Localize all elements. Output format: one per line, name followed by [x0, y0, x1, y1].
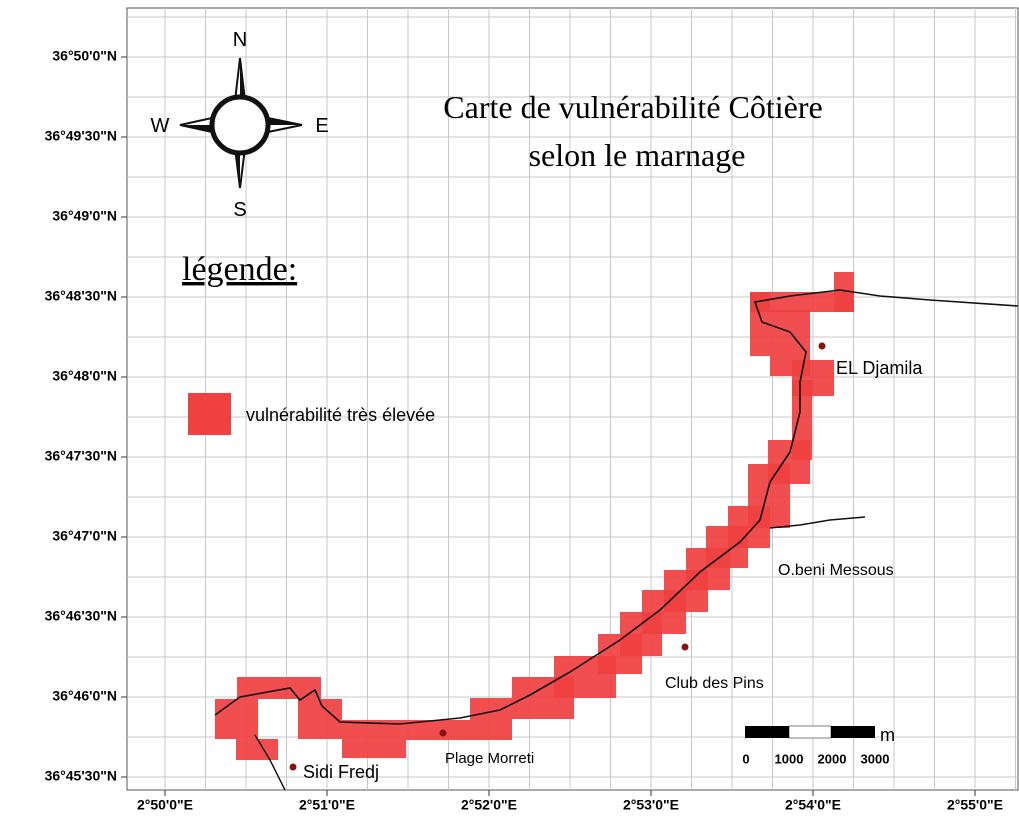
lon-tick-label: 2°54'0"E [785, 797, 841, 813]
lon-tick-label: 2°53'0"E [623, 797, 679, 813]
vulnerability-cell [236, 739, 278, 760]
place-dot [439, 729, 447, 737]
legend-swatch [188, 393, 231, 435]
lat-tick-label: 36°47'30"N [45, 448, 117, 464]
place-label: EL Djamila [836, 358, 923, 378]
place-dot [681, 643, 689, 651]
vulnerability-cell [770, 310, 810, 376]
scale-label: 0 [742, 751, 749, 766]
vulnerability-cell [792, 380, 812, 460]
vulnerability-cell [750, 292, 854, 312]
place-label: Club des Pins [665, 675, 764, 692]
scale-unit: m [880, 725, 895, 745]
vulnerability-cell [342, 720, 406, 758]
compass-label: W [151, 115, 170, 137]
lon-tick-label: 2°51'0"E [299, 797, 355, 813]
place-dot [818, 342, 826, 350]
lon-tick-label: 2°50'0"E [137, 797, 193, 813]
compass-label: S [233, 199, 246, 221]
legend-label: vulnérabilité très élevée [246, 405, 435, 425]
vulnerability-cell [406, 720, 470, 740]
scale-bar [745, 725, 875, 739]
lat-tick-label: 36°48'0"N [52, 368, 117, 384]
legend-title: légende: [182, 251, 297, 288]
vulnerability-cell [750, 292, 770, 356]
river [769, 516, 866, 529]
vulnerability-cell [298, 699, 342, 739]
lat-tick-label: 36°49'30"N [45, 128, 117, 144]
compass-label: E [315, 115, 328, 137]
place-label: Plage Morreti [445, 750, 534, 767]
coastline [214, 289, 1019, 725]
map-title: Carte de vulnérabilité Côtière [443, 89, 822, 125]
lat-tick-label: 36°48'30"N [45, 288, 117, 304]
scale-label: 2000 [818, 751, 847, 766]
river [254, 734, 286, 791]
compass [179, 57, 303, 189]
place-dot [289, 763, 297, 771]
lat-tick-label: 36°46'30"N [45, 608, 117, 624]
compass-label: N [233, 29, 247, 51]
vulnerability-cell [834, 272, 854, 312]
lat-tick-label: 36°49'0"N [52, 208, 117, 224]
place-label: Sidi Fredj [303, 762, 379, 782]
map-title: selon le marnage [529, 137, 746, 173]
lon-tick-label: 2°52'0"E [461, 797, 517, 813]
place-label: O.beni Messous [778, 562, 894, 579]
scale-label: 3000 [861, 751, 890, 766]
lat-tick-label: 36°45'30"N [45, 768, 117, 784]
vulnerability-cell [215, 699, 258, 739]
lat-tick-label: 36°47'0"N [52, 528, 117, 544]
lon-tick-label: 2°55'0"E [947, 797, 1003, 813]
vulnerability-cell [470, 698, 512, 740]
scale-label: 1000 [775, 751, 804, 766]
lat-tick-label: 36°46'0"N [52, 688, 117, 704]
lat-tick-label: 36°50'0"N [52, 48, 117, 64]
